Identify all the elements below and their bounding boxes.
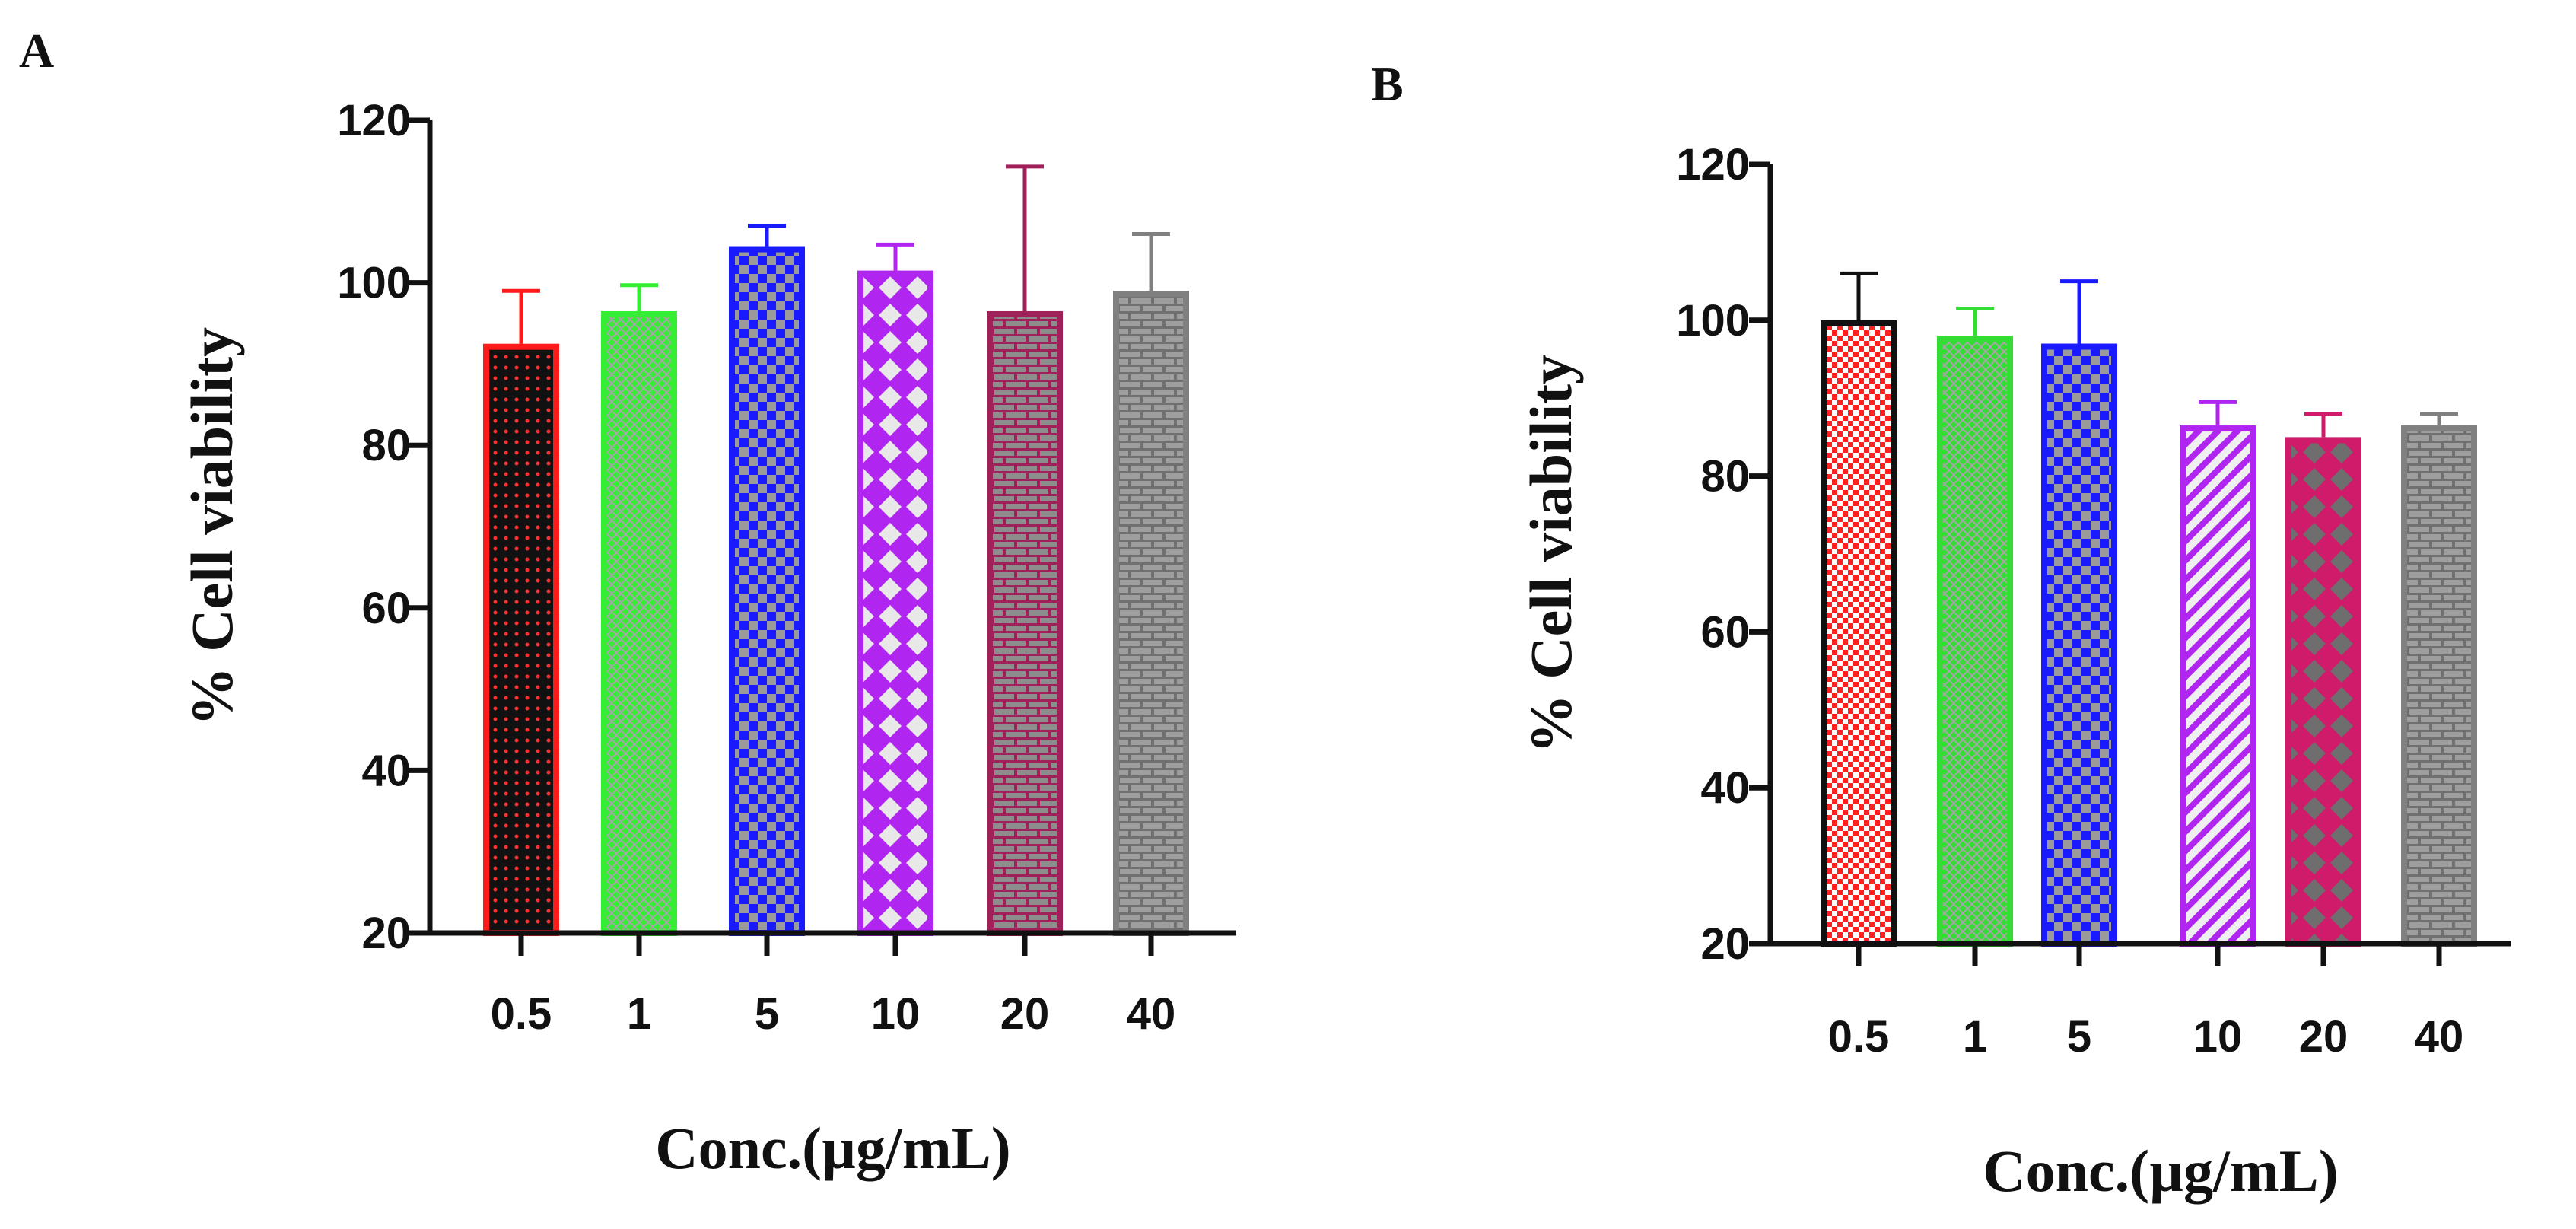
bar [2285, 437, 2361, 947]
x-tick-label: 0.5 [1828, 1012, 1890, 1062]
bar [2401, 425, 2477, 947]
x-tick-label: 10 [2193, 1012, 2243, 1062]
bar [601, 310, 677, 937]
x-tick-label: 20 [1000, 989, 1050, 1039]
x-tick-label: 5 [2067, 1012, 2091, 1062]
bar [1821, 320, 1897, 947]
y-tick-label: 40 [361, 746, 411, 795]
x-tick-label: 0.5 [491, 989, 552, 1039]
y-tick-label: 20 [1700, 919, 1750, 969]
y-tick-label: 120 [1676, 140, 1750, 189]
x-tick-label: 40 [2415, 1012, 2464, 1062]
y-axis-title: % Cell viability [1518, 355, 1584, 753]
x-tick-label: 5 [755, 989, 779, 1039]
x-tick-label: 20 [2299, 1012, 2349, 1062]
x-tick-label: 40 [1127, 989, 1176, 1039]
bar [729, 246, 805, 937]
chart-b: 20 40 60 80 100 120 0.5 1 5 10 20 40 Conc.(µg/mL) % C… [1518, 140, 2511, 1204]
chart-a: 20 40 60 80 100 120 0.5 1 5 10 20 40 Conc.(µg/mL) % C… [179, 96, 1236, 1181]
y-tick-label: 120 [337, 96, 411, 145]
bar [857, 270, 933, 936]
x-tick-label: 1 [1963, 1012, 1987, 1062]
y-tick-label: 80 [361, 421, 411, 470]
y-tick-label: 80 [1700, 452, 1750, 501]
y-tick-label: 20 [361, 909, 411, 958]
panel-letter-b: B [1371, 57, 1404, 111]
bar [2041, 343, 2117, 947]
y-tick-label: 100 [1676, 296, 1750, 345]
y-axis-title: % Cell viability [179, 327, 245, 726]
x-tick-label: 1 [627, 989, 651, 1039]
bar [1113, 291, 1189, 936]
bar [1937, 336, 2013, 947]
bar [2180, 425, 2256, 947]
y-tick-label: 60 [1700, 607, 1750, 657]
x-tick-label: 10 [871, 989, 921, 1039]
y-tick-label: 100 [337, 259, 411, 308]
bar [483, 343, 559, 936]
panel-letter-a: A [19, 24, 54, 78]
x-axis-title: Conc.(µg/mL) [1983, 1138, 2338, 1204]
y-tick-label: 40 [1700, 763, 1750, 813]
y-tick-label: 60 [361, 584, 411, 633]
x-axis-title: Conc.(µg/mL) [655, 1115, 1010, 1181]
bar [987, 310, 1063, 937]
